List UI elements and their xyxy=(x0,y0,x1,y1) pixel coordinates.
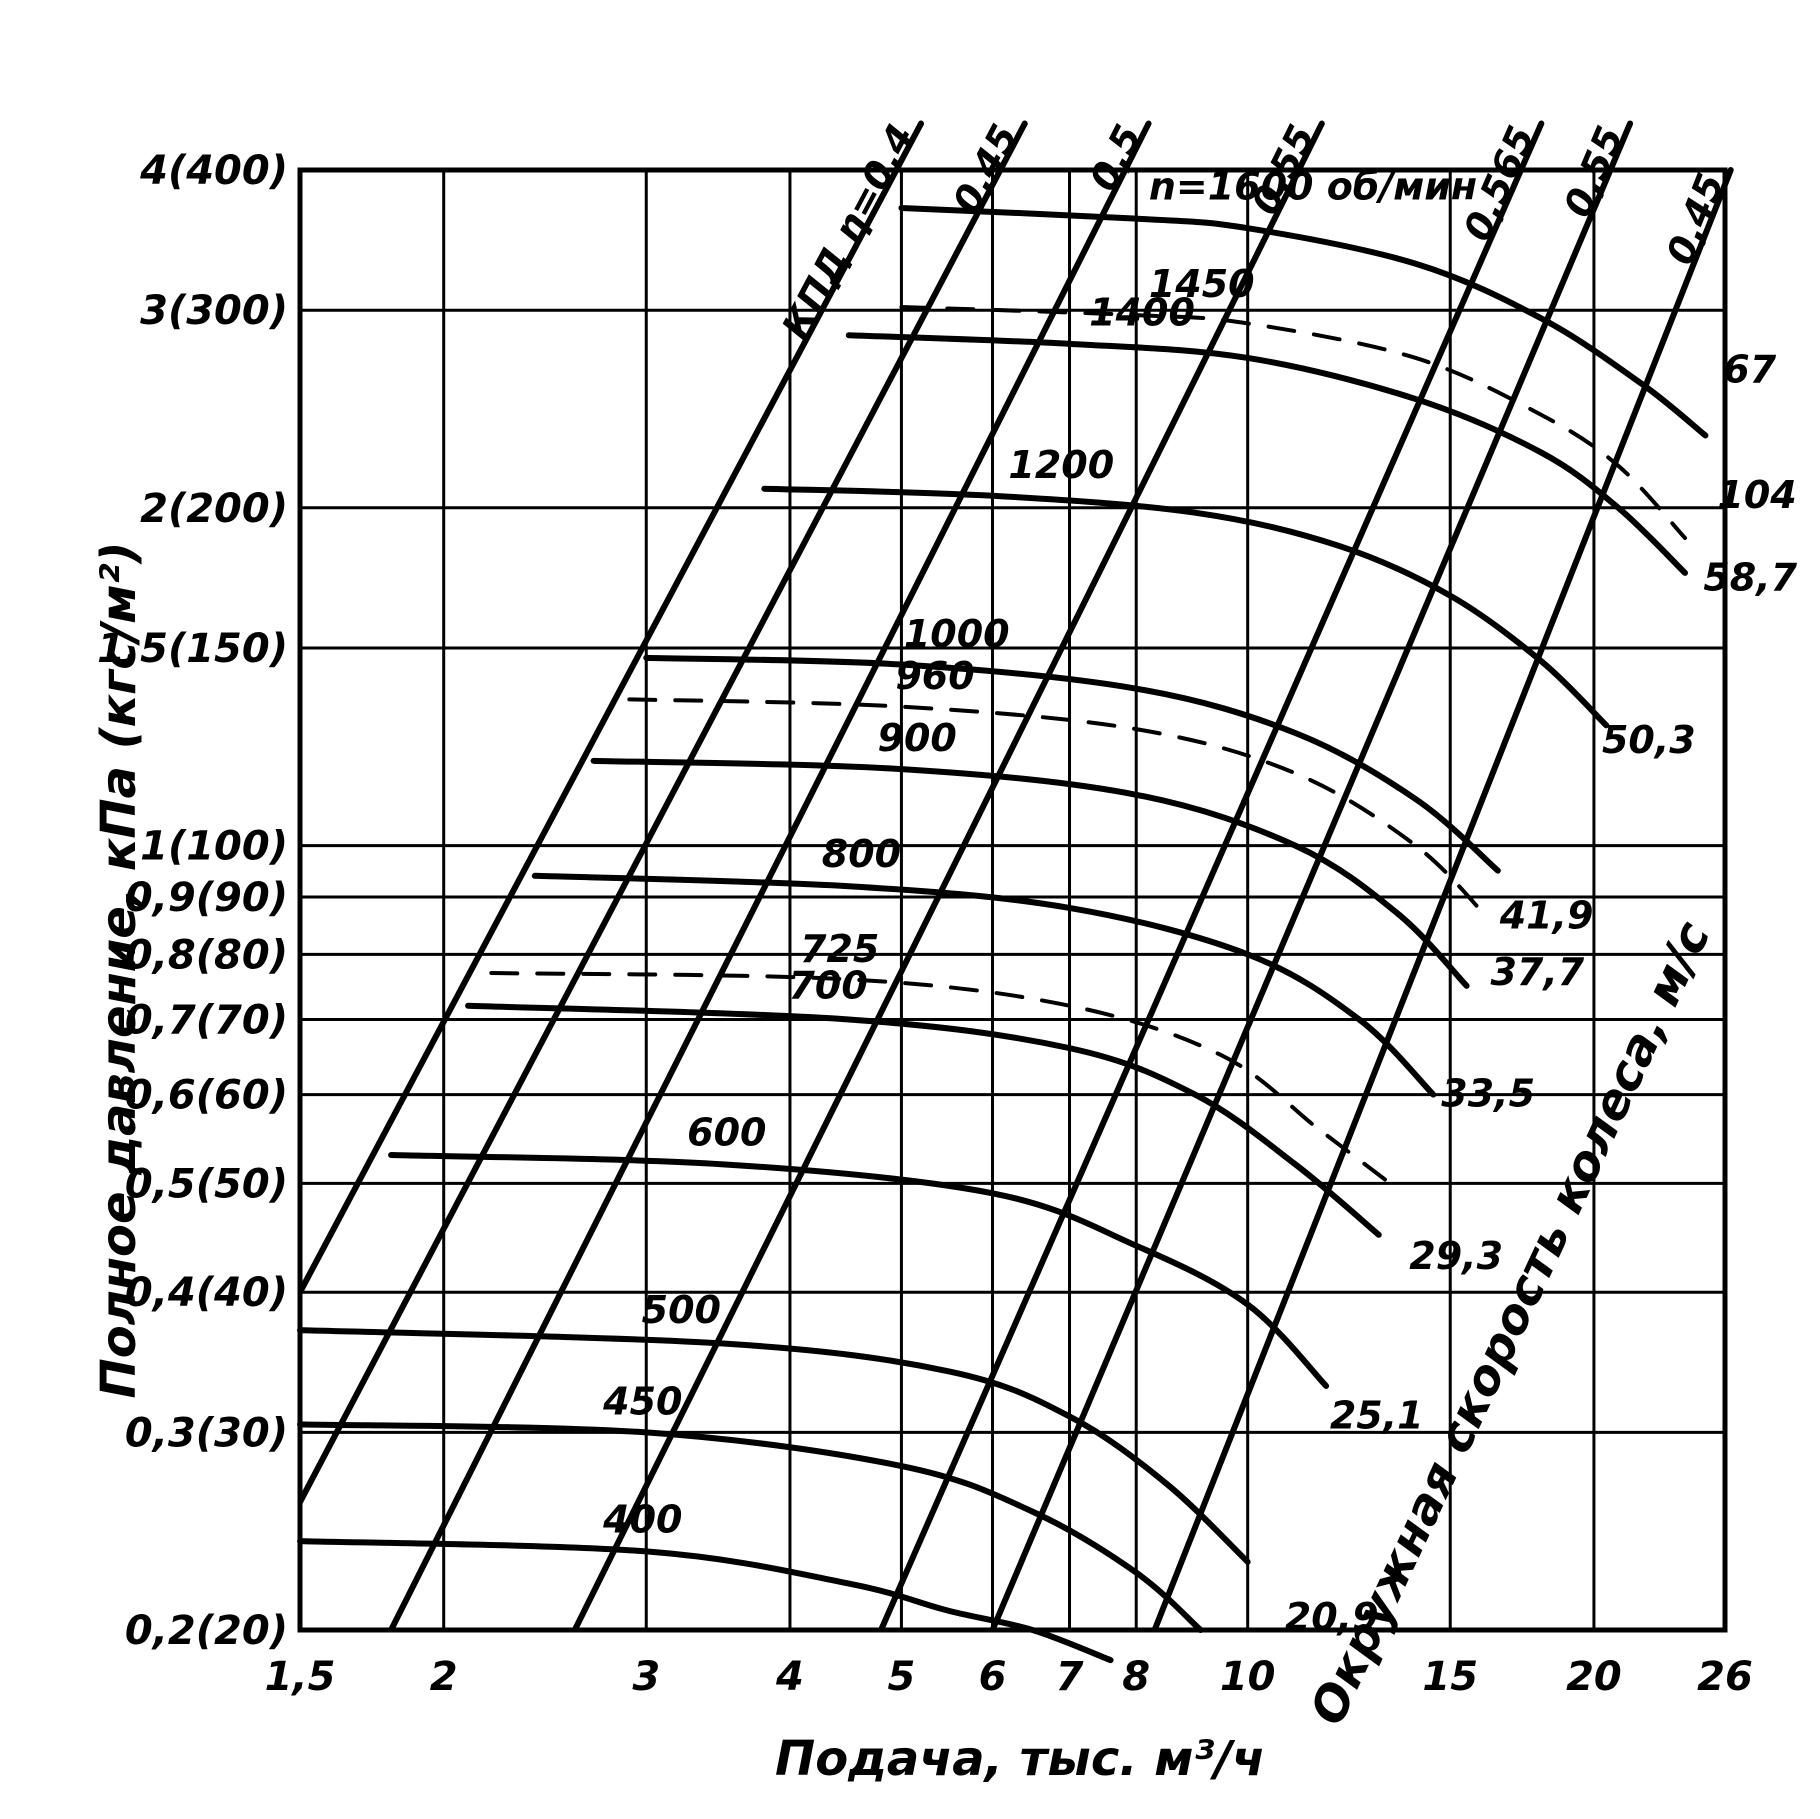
y-tick-label: 0,3(30) xyxy=(125,1410,288,1456)
efficiency-line xyxy=(300,120,1028,1506)
tip-speed-label: 29,3 xyxy=(1409,1234,1503,1278)
tip-speed-label: 50,3 xyxy=(1602,718,1696,762)
efficiency-line xyxy=(989,120,1634,1630)
y-tick-label: 1(100) xyxy=(140,824,288,870)
speed-curve-label: 1000 xyxy=(904,612,1010,656)
tip-speed-title: Окружная скорость колеса, м/с xyxy=(1299,913,1721,1733)
efficiency-label: 0,45 xyxy=(1658,167,1733,270)
curve-labels: КПД η=0,4 0,45 0,5 0,55 0,565 0,55 0,4520,925,… xyxy=(602,117,1798,1639)
speed-curve-label: 800 xyxy=(822,832,901,876)
x-tick-label: 1,5 xyxy=(265,1654,336,1700)
y-tick-label: 2(200) xyxy=(140,486,288,532)
speed-curves xyxy=(297,204,1709,1664)
speed-curve xyxy=(388,1152,1330,1389)
x-tick-label: 20 xyxy=(1566,1654,1622,1700)
tip-speed-label: 67 xyxy=(1723,348,1776,392)
speed-curve-label: 450 xyxy=(602,1379,682,1423)
speed-curve-label: 900 xyxy=(878,716,957,760)
efficiency-line xyxy=(1151,167,1734,1630)
y-tick-label: 0,4(40) xyxy=(125,1270,288,1316)
x-tick-label: 5 xyxy=(888,1654,916,1700)
x-tick-label: 8 xyxy=(1122,1654,1150,1700)
efficiency-lines xyxy=(300,120,1734,1630)
speed-curve-label: 500 xyxy=(642,1288,721,1332)
x-axis-title: Подача, тыс. м³/ч xyxy=(775,1731,1265,1787)
y-tick-label: 3(300) xyxy=(140,288,288,334)
x-tick-label: 2 xyxy=(430,1654,458,1700)
speed-curve xyxy=(898,204,1709,439)
speed-curve xyxy=(899,304,1688,540)
efficiency-line xyxy=(300,120,925,1296)
speed-curve xyxy=(761,485,1610,729)
y-tick-label: 0,2(20) xyxy=(125,1608,288,1654)
efficiency-line xyxy=(388,120,1152,1630)
speed-curve xyxy=(531,872,1437,1098)
speed-curve-label: 1450 xyxy=(1149,262,1255,306)
tip-speed-label: 25,1 xyxy=(1330,1393,1424,1437)
y-axis-title: Полное давление, кПа (кгс/м²) xyxy=(91,542,147,1399)
y-tick-label: 0,5(50) xyxy=(125,1161,288,1207)
speed-curve-label: 1200 xyxy=(1008,443,1114,487)
speed-curve-label: 600 xyxy=(687,1111,766,1155)
x-tick-label: 15 xyxy=(1422,1654,1478,1700)
speed-curve xyxy=(643,654,1501,874)
x-tick-label: 4 xyxy=(775,1654,804,1700)
speed-curve-label: n=1600 об/мин xyxy=(1149,164,1477,208)
speed-curve xyxy=(627,697,1491,922)
speed-curve xyxy=(590,757,1470,989)
x-tick-label: 7 xyxy=(1056,1654,1084,1700)
efficiency-line xyxy=(571,120,1325,1630)
tip-speed-label: 20,9 xyxy=(1285,1595,1379,1639)
speed-curve xyxy=(297,1421,1204,1633)
x-tick-label: 10 xyxy=(1220,1654,1276,1700)
speed-curve xyxy=(845,332,1689,576)
speed-curve-label: 400 xyxy=(602,1497,682,1541)
speed-curve-label: 725 xyxy=(800,927,879,971)
tip-speed-label: 41,9 xyxy=(1499,893,1594,937)
speed-curve xyxy=(465,1002,1382,1238)
y-tick-label: 0,6(60) xyxy=(125,1073,288,1119)
efficiency-label: 0,5 xyxy=(1081,118,1151,198)
x-tick-label: 26 xyxy=(1697,1654,1753,1700)
speed-curve-label: 1400 xyxy=(1089,291,1195,335)
grid xyxy=(297,167,1728,1633)
y-tick-label: 0,7(70) xyxy=(125,997,288,1043)
tip-speed-label: 58,7 xyxy=(1703,555,1797,599)
speed-curve xyxy=(297,1538,1114,1664)
tip-speed-label: 33,5 xyxy=(1441,1072,1535,1116)
speed-curve-label: 960 xyxy=(895,654,974,698)
tick-labels: 1,5 2 3 4 5 6 7 8 10 15 20 26 0,2(20) 0,3(30) 0,4(40) 0… xyxy=(97,148,1753,1700)
y-tick-label: 0,9(90) xyxy=(125,875,288,921)
speed-curve-label: 700 xyxy=(788,964,867,1008)
x-tick-label: 6 xyxy=(979,1654,1007,1700)
efficiency-line xyxy=(878,120,1545,1630)
speed-curve xyxy=(297,1327,1251,1565)
y-tick-label: 4(400) xyxy=(139,148,288,194)
tip-speed-label: 37,7 xyxy=(1490,950,1584,994)
y-tick-label: 0,8(80) xyxy=(125,932,288,978)
tip-speed-label: 104 xyxy=(1717,473,1796,517)
y-tick-label: 1,5(150) xyxy=(97,626,288,672)
x-tick-label: 3 xyxy=(632,1654,660,1700)
